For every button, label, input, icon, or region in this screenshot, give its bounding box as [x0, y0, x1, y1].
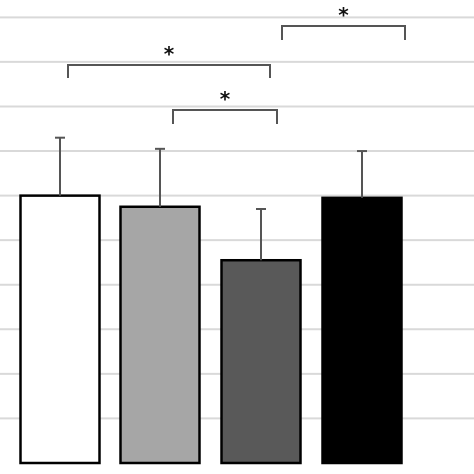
bar-1 [19, 194, 101, 465]
significance-bracket-1: * [67, 42, 271, 78]
significance-label: * [338, 3, 349, 27]
bracket-line [281, 25, 406, 40]
significance-brackets: * * * [67, 3, 406, 124]
significance-bracket-2: * [172, 87, 278, 124]
bar-2 [119, 205, 201, 465]
error-bar-1 [55, 136, 65, 196]
significance-bracket-3: * [281, 3, 406, 40]
bar-3 [220, 258, 302, 465]
significance-label: * [164, 42, 175, 66]
bracket-line [172, 109, 278, 124]
bar-4 [321, 196, 403, 465]
error-bar-4 [357, 150, 367, 198]
error-bars [55, 136, 367, 261]
error-bar-3 [256, 207, 266, 261]
error-bar-2 [155, 147, 165, 207]
significance-label: * [220, 87, 231, 111]
bracket-line [67, 64, 271, 78]
